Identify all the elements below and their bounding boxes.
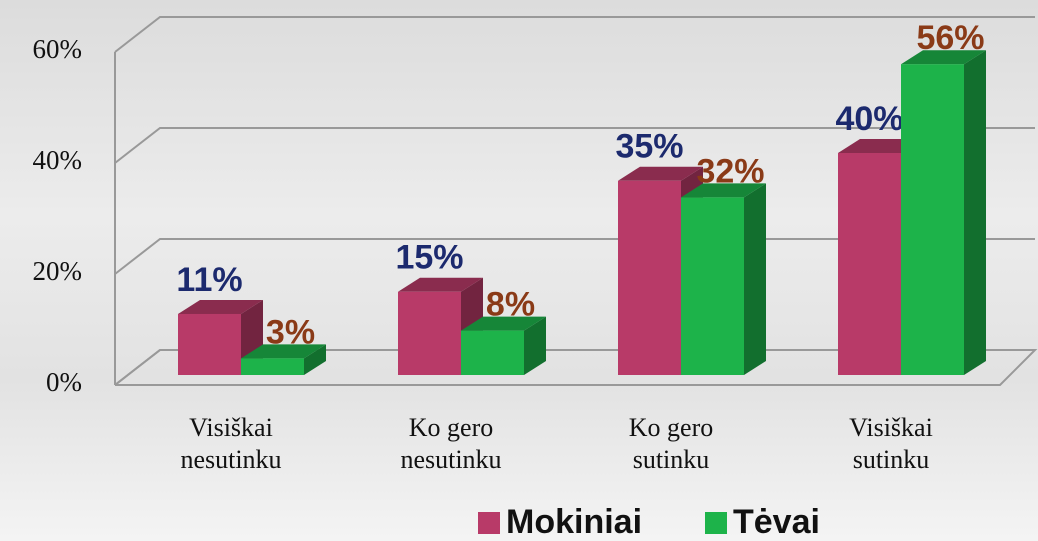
x-tick-label: Ko gero nesutinku [400,413,502,474]
bar-front [241,358,304,375]
bar [241,344,326,375]
x-tick-label: Visiškai nesutinku [180,413,282,474]
bar-front [178,313,241,375]
value-label: 35% [615,128,683,166]
x-tick-label: Ko gero sutinku [628,413,714,474]
bar-front [461,330,524,375]
bar-top [178,299,263,314]
value-label: 11% [176,261,242,299]
legend-swatch [705,512,727,534]
value-label: 56% [916,19,984,57]
bar [901,50,986,375]
legend-swatch [478,512,500,534]
bar [681,183,766,375]
legend-label: Mokiniai [506,503,642,541]
y-tick-label: 40% [33,145,83,175]
bar-top [398,277,483,292]
y-tick-label: 60% [33,34,83,64]
x-tick-label: Visiškai sutinku [849,413,933,474]
grid-line [114,127,1035,164]
bar-side [964,50,986,375]
bar-top [681,183,766,198]
bar-side [744,183,766,375]
grid-line [114,16,1035,53]
bar-side [304,344,326,375]
legend-label: Tėvai [733,503,820,541]
y-tick-label: 20% [33,256,83,286]
value-label: 40% [835,100,903,138]
bar-front [681,197,744,375]
bar [178,299,263,375]
bar-side [524,316,546,375]
bar-front [838,153,901,375]
y-tick-label: 0% [46,367,82,397]
bar-front [398,291,461,375]
value-label: 32% [696,152,764,190]
value-label: 15% [395,239,463,277]
bar [461,316,546,375]
bar-top [901,50,986,65]
bar-top [618,166,703,181]
bar-top [241,344,326,359]
bar-front [901,64,964,375]
bar-top [461,316,546,331]
value-label: 3% [266,313,315,351]
value-label: 8% [486,286,535,324]
bar-front [618,180,681,375]
